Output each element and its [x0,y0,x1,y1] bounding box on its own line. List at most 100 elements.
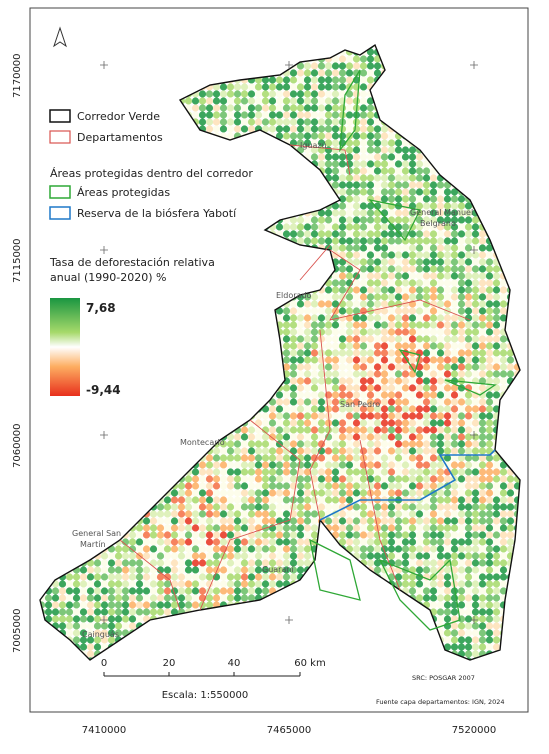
hex-cell [275,83,284,91]
hex-cell [331,223,340,231]
hex-cell [359,83,368,91]
hex-cell [457,237,466,245]
hex-cell [471,321,480,329]
hex-cell [149,517,158,525]
hex-cell [247,475,256,483]
hex-cell [261,426,270,434]
hex-cell [268,111,277,119]
hex-cell [394,475,403,483]
hex-cell [373,405,382,413]
hex-cell [303,76,312,84]
hex-cell [429,209,438,217]
hex-cell [387,321,396,329]
hex-cell [352,223,361,231]
hex-cell [394,181,403,189]
hex-cell [289,90,298,98]
hex-cell [310,433,319,441]
hex-cell [310,419,319,427]
hex-cell [317,426,326,434]
hex-cell [401,195,410,203]
hex-cell [408,461,417,469]
hex-cell [359,258,368,266]
hex-cell [387,426,396,434]
hex-cell [310,412,319,420]
hex-cell [464,524,473,532]
hex-cell [436,223,445,231]
hex-cell [499,468,508,476]
hex-cell [394,160,403,168]
hex-cell [233,447,242,455]
hex-cell [478,258,487,266]
hex-cell [478,426,487,434]
hex-cell [394,307,403,315]
hex-cell [359,286,368,294]
hex-cell [457,230,466,238]
hex-cell [331,216,340,224]
hex-cell [359,167,368,175]
hex-cell [177,489,186,497]
hex-cell [373,139,382,147]
hex-cell [408,517,417,525]
hex-cell [317,405,326,413]
hex-cell [436,328,445,336]
hex-cell [261,510,270,518]
hex-cell [485,468,494,476]
hex-cell [324,90,333,98]
hex-cell [240,461,249,469]
hex-cell [254,97,263,105]
hex-cell [485,272,494,280]
hex-cell [436,181,445,189]
hex-cell [401,300,410,308]
hex-cell [261,111,270,119]
hex-cell [282,433,291,441]
hex-cell [485,286,494,294]
hex-cell [366,279,375,287]
hex-cell [506,517,515,525]
hex-cell [345,55,354,63]
hex-cell [303,426,312,434]
hex-cell [401,181,410,189]
hex-cell [310,293,319,301]
hex-cell [436,293,445,301]
hex-cell [310,307,319,315]
hex-cell [478,321,487,329]
hex-cell [408,503,417,511]
hex-cell [373,475,382,483]
hex-cell [191,489,200,497]
hex-cell [317,377,326,385]
hex-cell [352,90,361,98]
hex-cell [373,412,382,420]
hex-cell [345,188,354,196]
hex-cell [275,419,284,427]
hex-cell [296,237,305,245]
hex-cell [373,384,382,392]
hex-cell [289,454,298,462]
hex-cell [443,433,452,441]
hex-cell [478,454,487,462]
hex-cell [226,104,235,112]
hex-cell [303,384,312,392]
hex-cell [345,69,354,77]
hex-cell [387,405,396,413]
hex-cell [422,349,431,357]
hex-cell [380,398,389,406]
hex-cell [478,496,487,504]
hex-cell [422,216,431,224]
hex-cell [331,454,340,462]
hex-cell [415,468,424,476]
hex-cell [380,419,389,427]
hex-cell [331,447,340,455]
hex-cell [485,405,494,413]
hex-cell [345,62,354,70]
hex-cell [254,468,263,476]
hex-cell [478,370,487,378]
hex-cell [324,76,333,84]
hex-cell [471,314,480,322]
hex-cell [506,356,515,364]
hex-cell [499,503,508,511]
hex-cell [471,433,480,441]
hex-cell [380,265,389,273]
hex-cell [471,300,480,308]
hex-cell [338,132,347,140]
hex-cell [387,244,396,252]
